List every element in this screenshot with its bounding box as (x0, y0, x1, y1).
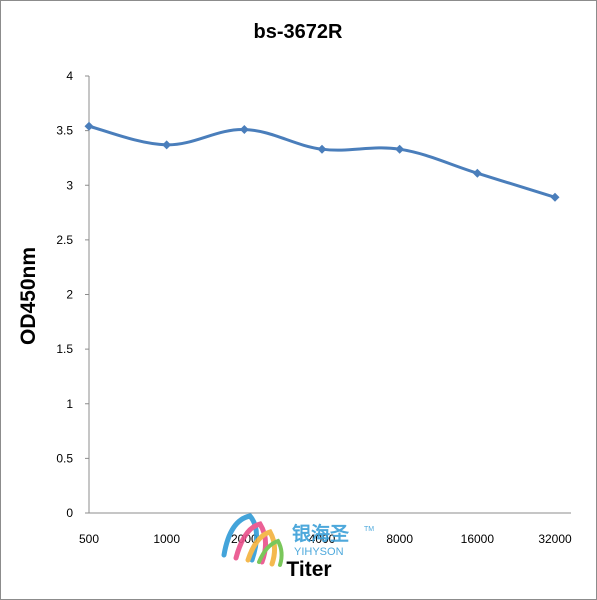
y-axis-ticks: 0 0.5 1 1.5 2 2.5 3 3.5 4 (56, 69, 89, 520)
x-tick-label: 1000 (153, 532, 180, 546)
y-tick-label: 0 (66, 506, 73, 520)
y-tick-label: 3.5 (56, 124, 73, 138)
x-axis-title: Titer (286, 558, 331, 581)
data-point-marker (84, 121, 94, 131)
x-tick-label: 500 (79, 532, 99, 546)
data-point-marker (550, 192, 560, 202)
data-point-marker (317, 144, 327, 154)
y-tick-label: 2 (66, 288, 73, 302)
watermark-logo: 银海圣 YIHYSON TM (221, 513, 374, 567)
y-tick-label: 0.5 (56, 451, 73, 465)
data-point-marker (162, 140, 172, 150)
x-tick-label: 4000 (309, 532, 336, 546)
watermark-text-cn: 银海圣 (292, 522, 350, 545)
x-tick-label: 8000 (386, 532, 413, 546)
series-line (88, 124, 556, 199)
chart-title: bs-3672R (254, 21, 343, 43)
logo-swirl-icon (221, 513, 284, 567)
x-tick-label: 32000 (538, 532, 572, 546)
data-point-marker (395, 144, 405, 154)
watermark-tm: TM (364, 526, 374, 533)
data-point-marker (239, 125, 249, 135)
y-tick-label: 2.5 (56, 233, 73, 247)
y-tick-label: 1 (66, 397, 73, 411)
watermark-text-en: YIHYSON (294, 546, 344, 558)
y-tick-label: 3 (66, 178, 73, 192)
series-group (84, 121, 560, 202)
y-axis-title: OD450nm (17, 247, 40, 345)
x-axis-ticks: 500 1000 2000 4000 8000 16000 32000 (79, 532, 572, 546)
y-tick-label: 4 (66, 69, 73, 83)
y-tick-label: 1.5 (56, 342, 73, 356)
x-tick-label: 16000 (461, 532, 495, 546)
data-point-marker (472, 168, 482, 178)
